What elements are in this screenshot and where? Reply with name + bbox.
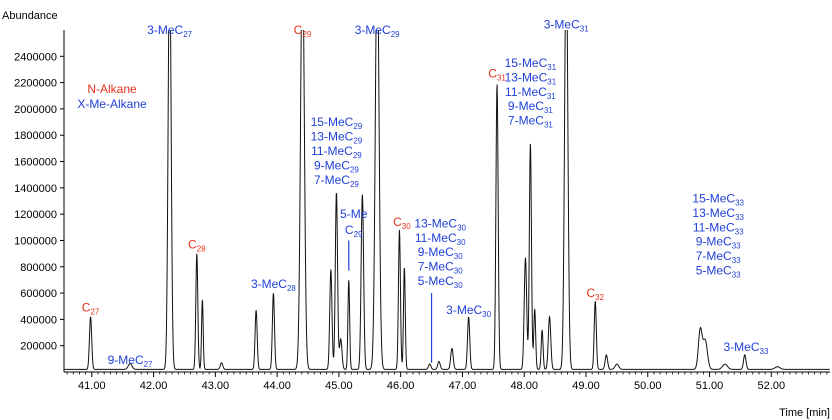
n-alkane-label: C32 bbox=[586, 286, 604, 302]
me-alkane-label: 5-Me bbox=[340, 207, 368, 221]
peak-annotations: C27 9-MeC27 3-MeC27 C28 3-MeC28 C29 3-MeC29 15-… bbox=[82, 18, 769, 369]
y-tick-label: 1200000 bbox=[14, 209, 57, 221]
me-alkane-label: 7-MeC30 bbox=[418, 260, 463, 276]
me-alkane-label: 9-MeC33 bbox=[696, 235, 741, 251]
me-alkane-label: 11-MeC33 bbox=[693, 220, 744, 236]
x-tick-label: 49.00 bbox=[572, 380, 600, 392]
legend-entry: N-Alkane bbox=[87, 82, 137, 96]
pointer-lines bbox=[348, 240, 433, 363]
x-tick-label: 46.00 bbox=[387, 380, 415, 392]
x-axis-title: Time [min] bbox=[779, 407, 830, 419]
y-tick-label: 1800000 bbox=[14, 130, 57, 142]
y-tick-label: 1000000 bbox=[14, 235, 57, 247]
x-tick-label: 45.00 bbox=[325, 380, 353, 392]
me-alkane-label: 15-MeC29 bbox=[311, 115, 363, 131]
y-axis: 200000 400000 600000 800000 1000000 1200000 14… bbox=[14, 30, 65, 372]
me-alkane-label: 9-MeC27 bbox=[108, 353, 153, 369]
me-alkane-label: 15-MeC31 bbox=[505, 56, 557, 72]
y-tick-label: 600000 bbox=[20, 288, 57, 300]
y-axis-title: Abundance bbox=[2, 10, 58, 22]
me-alkane-label: 3-MeC31 bbox=[544, 18, 589, 34]
me-alkane-label: 9-MeC30 bbox=[418, 245, 463, 261]
y-tick-label: 400000 bbox=[20, 314, 57, 326]
n-alkane-label: C28 bbox=[188, 237, 206, 253]
me-alkane-label: 3-MeC30 bbox=[446, 303, 491, 319]
x-tick-label: 44.00 bbox=[263, 380, 291, 392]
me-alkane-label: 3-MeC33 bbox=[724, 340, 769, 356]
me-alkane-label: 3-MeC29 bbox=[355, 23, 400, 39]
x-tick-label: 43.00 bbox=[202, 380, 230, 392]
me-alkane-label: 15-MeC33 bbox=[692, 191, 744, 207]
me-alkane-label: 13-MeC33 bbox=[692, 206, 744, 222]
x-tick-label: 47.00 bbox=[449, 380, 477, 392]
y-tick-label: 2200000 bbox=[14, 78, 57, 90]
y-tick-label: 1600000 bbox=[14, 157, 57, 169]
me-alkane-label: 9-MeC31 bbox=[508, 99, 553, 115]
me-alkane-label: 5-MeC30 bbox=[418, 274, 463, 290]
me-alkane-label: 11-MeC30 bbox=[415, 231, 466, 247]
x-tick-label: 41.00 bbox=[78, 380, 106, 392]
legend-entry: X-Me-Alkane bbox=[77, 97, 147, 111]
x-tick-label: 52.00 bbox=[758, 380, 786, 392]
x-tick-label: 50.00 bbox=[634, 380, 662, 392]
me-alkane-label: 9-MeC29 bbox=[314, 158, 359, 174]
me-alkane-label: 13-MeC29 bbox=[311, 129, 363, 145]
y-tick-label: 1400000 bbox=[14, 183, 57, 195]
me-alkane-label: 11-MeC31 bbox=[505, 85, 556, 101]
n-alkane-label: C27 bbox=[82, 300, 100, 316]
y-tick-label: 800000 bbox=[20, 262, 57, 274]
x-tick-label: 42.00 bbox=[140, 380, 168, 392]
me-alkane-label: 7-MeC33 bbox=[696, 249, 741, 265]
n-alkane-label: C31 bbox=[488, 66, 506, 82]
y-tick-label: 2400000 bbox=[14, 51, 57, 63]
n-alkane-label: C29 bbox=[294, 23, 312, 39]
me-alkane-label: 13-MeC30 bbox=[414, 216, 466, 232]
y-tick-label: 2000000 bbox=[14, 104, 57, 116]
me-alkane-label: 3-MeC28 bbox=[251, 277, 296, 293]
y-tick-label: 200000 bbox=[20, 341, 57, 353]
x-tick-label: 51.00 bbox=[696, 380, 724, 392]
me-alkane-label: 7-MeC31 bbox=[508, 114, 553, 130]
me-alkane-label: C29 bbox=[345, 223, 363, 239]
me-alkane-label: 13-MeC31 bbox=[505, 70, 557, 86]
x-tick-label: 48.00 bbox=[510, 380, 538, 392]
me-alkane-label: 3-MeC27 bbox=[147, 23, 192, 39]
me-alkane-label: 5-MeC33 bbox=[696, 264, 741, 280]
me-alkane-label: 7-MeC29 bbox=[314, 173, 359, 189]
x-axis: 41.00 42.00 43.00 44.00 45.00 46.00 47.00 48.00… bbox=[64, 371, 830, 392]
n-alkane-label: C30 bbox=[393, 215, 411, 231]
chromatogram-trace bbox=[64, 30, 830, 370]
me-alkane-label: 11-MeC29 bbox=[311, 144, 362, 160]
